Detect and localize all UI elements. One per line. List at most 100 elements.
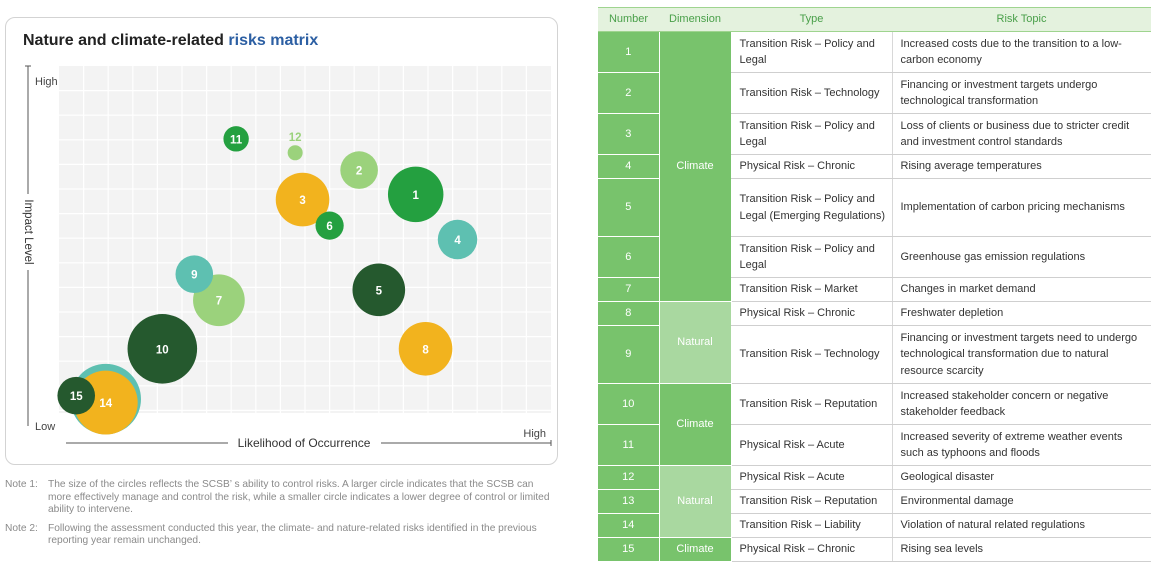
y-axis-low-label: Low [35, 421, 55, 433]
risk-bubble-3 [275, 172, 330, 227]
risk-topic-cell: Geological disaster [891, 465, 1151, 490]
risk-number-cell: 12 [598, 465, 659, 490]
risk-topic-cell: Violation of natural related regulations [891, 513, 1151, 538]
risk-matrix-chart: High Low Impact Level Likelihood of Occurre… [22, 65, 552, 450]
risk-bubble-2 [340, 151, 378, 189]
risk-type-cell: Transition Risk – Technology [730, 325, 892, 384]
risk-type-cell: Transition Risk – Technology [730, 72, 892, 114]
risk-topic-cell: Freshwater depletion [891, 301, 1151, 326]
risk-bubble-label-14: 14 [99, 398, 112, 410]
chart-title-main: Nature and climate-related [23, 32, 229, 49]
risk-topic-cell: Increased costs due to the transition to… [891, 31, 1151, 73]
risk-bubble-label-9: 9 [191, 270, 197, 282]
table-row: 3 Transition Risk – Policy and Legal Loss … [598, 113, 1151, 155]
risk-table: Number Dimension Type Risk Topic 1 Climat… [598, 7, 1151, 562]
risk-number-cell: 15 [598, 537, 659, 562]
chart-notes: Note 1: The size of the circles reflects… [5, 479, 558, 554]
note-1-label: Note 1: [5, 479, 38, 490]
risk-bubble-label-2: 2 [356, 166, 362, 178]
table-header-row: Number Dimension Type Risk Topic [598, 7, 1151, 32]
risk-bubble-label-12: 12 [289, 132, 302, 144]
header-number: Number [598, 7, 659, 32]
table-row: 11 Physical Risk – Acute Increased severit… [598, 424, 1151, 466]
risk-type-cell: Transition Risk – Policy and Legal [730, 236, 892, 278]
table-row: 13 Transition Risk – Reputation Environmen… [598, 489, 1151, 514]
risk-type-cell: Transition Risk – Market [730, 277, 892, 302]
table-row: 2 Transition Risk – Technology Financing o… [598, 72, 1151, 114]
risk-bubble-label-15: 15 [70, 391, 83, 403]
risk-bubble-label-4: 4 [454, 235, 461, 247]
dimension-cell: Climate [658, 383, 731, 466]
note-2-label: Note 2: [5, 522, 38, 534]
risk-type-cell: Transition Risk – Reputation [730, 383, 892, 425]
risk-number-cell: 3 [598, 113, 659, 155]
risk-topic-cell: Increased severity of extreme weather ev… [891, 424, 1151, 466]
dimension-cell: Climate [658, 31, 731, 302]
note-1: Note 1: The size of the circles reflects… [5, 479, 558, 517]
risk-number-cell: 11 [598, 424, 659, 466]
risk-bubble-label-1: 1 [412, 190, 419, 202]
risk-number-cell: 5 [598, 178, 659, 237]
header-dimension: Dimension [659, 7, 731, 32]
risk-bubble-label-5: 5 [376, 285, 383, 297]
table-row: 7 Transition Risk – Market Changes in mark… [598, 277, 1151, 302]
risk-bubble-12 [287, 145, 303, 161]
table-row: 9 Transition Risk – Technology Financing o… [598, 325, 1151, 384]
risk-topic-cell: Implementation of carbon pricing mechani… [891, 178, 1151, 237]
risk-type-cell: Physical Risk – Chronic [730, 537, 892, 562]
risk-topic-cell: Financing or investment targets need to … [891, 325, 1151, 384]
risk-topic-cell: Rising average temperatures [891, 154, 1151, 179]
risk-number-cell: 10 [598, 383, 659, 425]
risk-topic-cell: Greenhouse gas emission regulations [891, 236, 1151, 278]
y-axis-high-label: High [35, 76, 58, 88]
risk-topic-cell: Loss of clients or business due to stric… [891, 113, 1151, 155]
risk-bubble-label-7: 7 [216, 296, 222, 308]
dimension-cell: Natural [658, 465, 731, 538]
table-row: 15 Climate Physical Risk – Chronic Rising s… [598, 537, 1151, 562]
table-row: 6 Transition Risk – Policy and Legal Green… [598, 236, 1151, 278]
risk-type-cell: Transition Risk – Policy and Legal [730, 113, 892, 155]
y-axis-title: Impact Level [22, 199, 34, 264]
dimension-cell: Natural [658, 301, 731, 384]
risk-topic-cell: Rising sea levels [891, 537, 1151, 562]
risk-bubble-label-3: 3 [299, 195, 305, 207]
risk-type-cell: Physical Risk – Acute [730, 465, 892, 490]
table-row: 10 Climate Transition Risk – Reputation Inc… [598, 383, 1151, 466]
risk-matrix-panel: Nature and climate-related risks matrix … [5, 17, 558, 465]
risk-number-cell: 9 [598, 325, 659, 384]
risk-type-cell: Transition Risk – Reputation [730, 489, 892, 514]
chart-title-accent: risks matrix [228, 32, 319, 49]
risk-bubble-label-11: 11 [230, 134, 243, 146]
table-row: 8 Natural Physical Risk – Chronic Freshwate… [598, 301, 1151, 384]
risk-type-cell: Transition Risk – Liability [730, 513, 892, 538]
risk-number-cell: 4 [598, 154, 659, 179]
risk-bubble-5 [352, 263, 406, 317]
header-risk-topic: Risk Topic [892, 7, 1151, 32]
x-axis-high-label: High [523, 428, 546, 440]
note-1-text: The size of the circles reflects the SCS… [48, 479, 550, 516]
table-body: 1 Climate Transition Risk – Policy and Leg… [598, 31, 1151, 562]
risk-bubble-4 [437, 219, 478, 260]
risk-bubble-1 [387, 166, 444, 223]
risk-number-cell: 14 [598, 513, 659, 538]
risk-number-cell: 13 [598, 489, 659, 514]
risk-bubble-label-10: 10 [156, 344, 169, 356]
risk-bubble-11 [223, 126, 249, 152]
risk-number-cell: 2 [598, 72, 659, 114]
risk-bubble-9 [175, 255, 214, 293]
risk-topic-cell: Increased stakeholder concern or negativ… [891, 383, 1151, 425]
table-row: 14 Transition Risk – Liability Violation o… [598, 513, 1151, 538]
risk-bubble-6 [315, 211, 344, 240]
table-row: 4 Physical Risk – Chronic Rising average t… [598, 154, 1151, 179]
dimension-cell: Climate [658, 537, 731, 562]
chart-title: Nature and climate-related risks matrix [23, 32, 318, 50]
risk-number-cell: 7 [598, 277, 659, 302]
risk-type-cell: Transition Risk – Policy and Legal [730, 31, 892, 73]
risk-type-cell: Physical Risk – Acute [730, 424, 892, 466]
risk-number-cell: 1 [598, 31, 659, 73]
risk-topic-cell: Changes in market demand [891, 277, 1151, 302]
table-row: 12 Natural Physical Risk – Acute Geological… [598, 465, 1151, 538]
note-2: Note 2: Following the assessment conduct… [5, 523, 558, 548]
risk-type-cell: Transition Risk – Policy and Legal (Emer… [730, 178, 892, 237]
risk-bubble-label-6: 6 [326, 221, 332, 233]
